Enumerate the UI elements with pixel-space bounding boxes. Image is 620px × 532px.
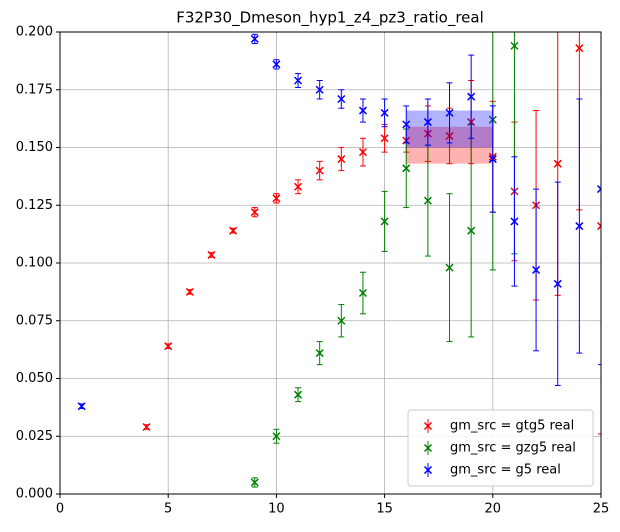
marker <box>467 226 476 235</box>
marker <box>272 432 281 441</box>
x-tick-label: 15 <box>376 502 393 517</box>
marker <box>272 60 281 69</box>
y-tick-label: 0.175 <box>16 82 53 97</box>
marker <box>467 92 476 101</box>
marker <box>553 279 562 288</box>
marker <box>337 155 346 164</box>
x-tick-label: 10 <box>268 502 285 517</box>
y-tick-label: 0.000 <box>16 487 53 502</box>
legend-label: gm_src = gzg5 real <box>450 441 576 456</box>
x-tick-label: 20 <box>485 502 502 517</box>
marker <box>358 288 367 298</box>
marker <box>250 478 259 487</box>
marker <box>164 342 173 351</box>
marker <box>337 316 346 325</box>
axes-frame <box>59 31 602 495</box>
marker <box>315 166 324 175</box>
y-tick-label: 0.150 <box>16 140 53 155</box>
marker <box>575 222 584 231</box>
plot-area <box>77 32 601 488</box>
marker <box>488 155 497 164</box>
marker <box>380 134 389 143</box>
chart-title: F32P30_Dmeson_hyp1_z4_pz3_ratio_real <box>176 9 484 28</box>
marker <box>294 182 303 191</box>
legend-marker <box>423 421 433 431</box>
y-tick-label: 0.025 <box>16 429 53 444</box>
marker <box>445 263 454 272</box>
marker <box>380 217 389 226</box>
marker <box>402 164 411 173</box>
marker <box>575 44 584 53</box>
marker <box>272 194 281 203</box>
marker <box>596 222 601 231</box>
marker <box>250 34 259 43</box>
y-tick-label: 0.100 <box>16 256 53 271</box>
marker <box>142 422 151 432</box>
marker <box>315 85 324 94</box>
marker <box>380 108 389 117</box>
x-tick-label: 25 <box>593 502 610 517</box>
x-tick-label: 5 <box>164 502 172 517</box>
marker <box>185 287 194 296</box>
legend-box <box>407 409 594 487</box>
marker <box>596 185 601 194</box>
legend-marker <box>423 465 433 475</box>
marker <box>207 250 216 259</box>
marker <box>553 159 562 168</box>
marker <box>423 118 432 127</box>
marker <box>510 217 519 226</box>
legend-label: gm_src = gtg5 real <box>450 419 574 434</box>
marker <box>250 208 259 217</box>
marker <box>510 41 519 50</box>
y-tick-label: 0.200 <box>16 25 53 40</box>
marker <box>294 390 303 399</box>
y-tick-label: 0.075 <box>16 313 53 328</box>
marker <box>77 402 86 411</box>
marker <box>229 226 238 235</box>
marker <box>402 120 411 129</box>
legend-label: gm_src = g5 real <box>450 463 561 478</box>
marker <box>315 349 324 358</box>
marker <box>358 106 367 115</box>
marker <box>423 196 432 205</box>
marker <box>445 108 454 117</box>
legend: gm_src = gtg5 real gm_src = gzg5 real gm_s… <box>407 409 594 487</box>
y-tick-label: 0.125 <box>16 198 53 213</box>
x-tick-label: 0 <box>56 502 64 517</box>
marker <box>337 94 346 104</box>
marker <box>358 148 367 157</box>
y-tick-label: 0.050 <box>16 371 53 386</box>
legend-marker <box>423 443 433 453</box>
marker <box>532 265 541 274</box>
marker <box>294 76 303 85</box>
